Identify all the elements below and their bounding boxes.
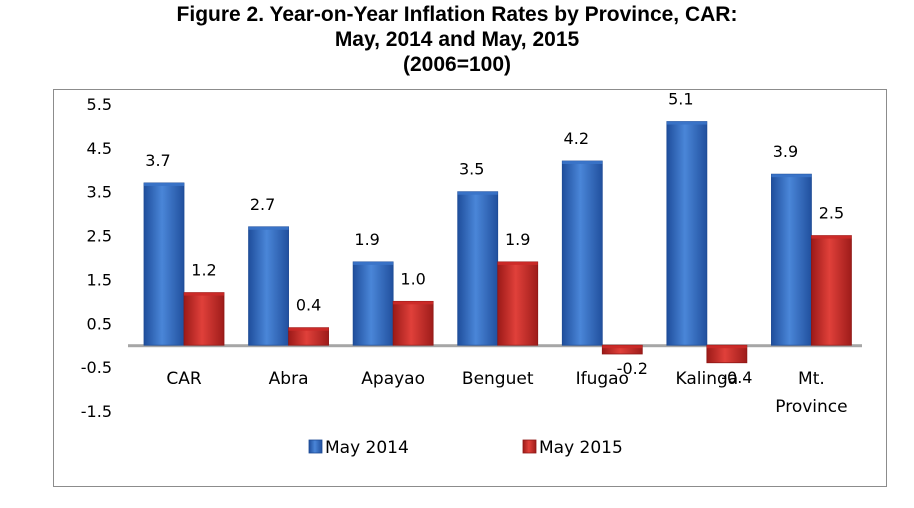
- y-tick-label: -0.5: [81, 358, 112, 377]
- x-category-label: Province: [775, 397, 847, 417]
- data-label: 2.5: [819, 204, 844, 223]
- data-label: -0.4: [721, 368, 752, 387]
- x-category-label: Ifugao: [576, 369, 629, 389]
- bar-may-2014-3: [457, 191, 499, 346]
- x-category-label: Kalinga: [676, 369, 739, 389]
- x-category-label: Apayao: [361, 369, 425, 389]
- chart-title-line-2: May, 2014 and May, 2015: [334, 28, 580, 51]
- y-tick-label: 5.5: [87, 95, 112, 114]
- y-tick-label: 0.5: [87, 314, 112, 333]
- data-label: 1.9: [505, 230, 530, 249]
- bar-may-2014-6: [771, 173, 812, 346]
- legend-label: May 2015: [539, 438, 623, 458]
- y-tick-label: 4.5: [87, 139, 112, 158]
- data-label: 2.7: [250, 195, 275, 214]
- chart-title: Figure 2. Year-on-Year Inflation Rates b…: [0, 2, 914, 77]
- data-label: 3.9: [773, 142, 798, 161]
- chart-area: [53, 89, 887, 487]
- zero-baseline: [128, 344, 862, 348]
- bar-cap: [602, 345, 643, 349]
- legend-label: May 2014: [325, 438, 409, 458]
- bar-cap: [771, 174, 812, 178]
- bar-cap: [666, 121, 707, 125]
- bar-cap: [184, 292, 224, 296]
- y-tick-label: 1.5: [87, 270, 112, 289]
- bar-cap: [457, 191, 498, 195]
- data-label: 1.9: [354, 230, 379, 249]
- bar-may-2015-0: [183, 292, 225, 346]
- y-tick-label: 3.5: [87, 183, 112, 202]
- bar-may-2015-3: [497, 261, 539, 346]
- data-label: 3.5: [459, 160, 484, 179]
- bar-cap: [811, 235, 852, 239]
- data-label: 3.7: [145, 151, 170, 170]
- data-label: 5.1: [668, 90, 693, 109]
- bar-cap: [706, 345, 747, 349]
- data-label: 0.4: [296, 296, 321, 315]
- bar-cap: [144, 182, 184, 186]
- x-category-label: Mt.: [798, 369, 825, 389]
- y-tick-label: 2.5: [87, 227, 112, 246]
- bar-may-2014-4: [561, 160, 603, 346]
- y-tick-label: -1.5: [81, 402, 112, 421]
- x-category-label: CAR: [166, 369, 201, 389]
- bar-may-2015-2: [392, 300, 434, 346]
- bar-may-2014-1: [248, 226, 289, 346]
- bar-cap: [288, 327, 329, 331]
- chart-title-line-1: Figure 2. Year-on-Year Inflation Rates b…: [176, 3, 738, 26]
- bar-may-2015-6: [811, 235, 852, 346]
- bar-cap: [353, 261, 394, 265]
- data-label: 1.2: [191, 261, 216, 280]
- legend-swatch: [522, 439, 537, 454]
- bar-cap: [562, 161, 603, 165]
- bar-may-2014-5: [666, 121, 708, 346]
- x-category-label: Abra: [269, 369, 309, 389]
- x-category-label: Benguet: [462, 369, 534, 389]
- data-label: -0.2: [617, 359, 648, 378]
- bar-may-2014-2: [352, 261, 394, 346]
- bar-cap: [248, 226, 289, 230]
- chart-title-line-3: (2006=100): [402, 53, 511, 76]
- data-label: 1.0: [400, 269, 425, 288]
- bar-cap: [497, 261, 538, 265]
- data-label: 4.2: [564, 129, 589, 148]
- legend-swatch: [308, 439, 323, 454]
- bar-cap: [393, 301, 434, 305]
- bar-may-2014-0: [143, 182, 185, 346]
